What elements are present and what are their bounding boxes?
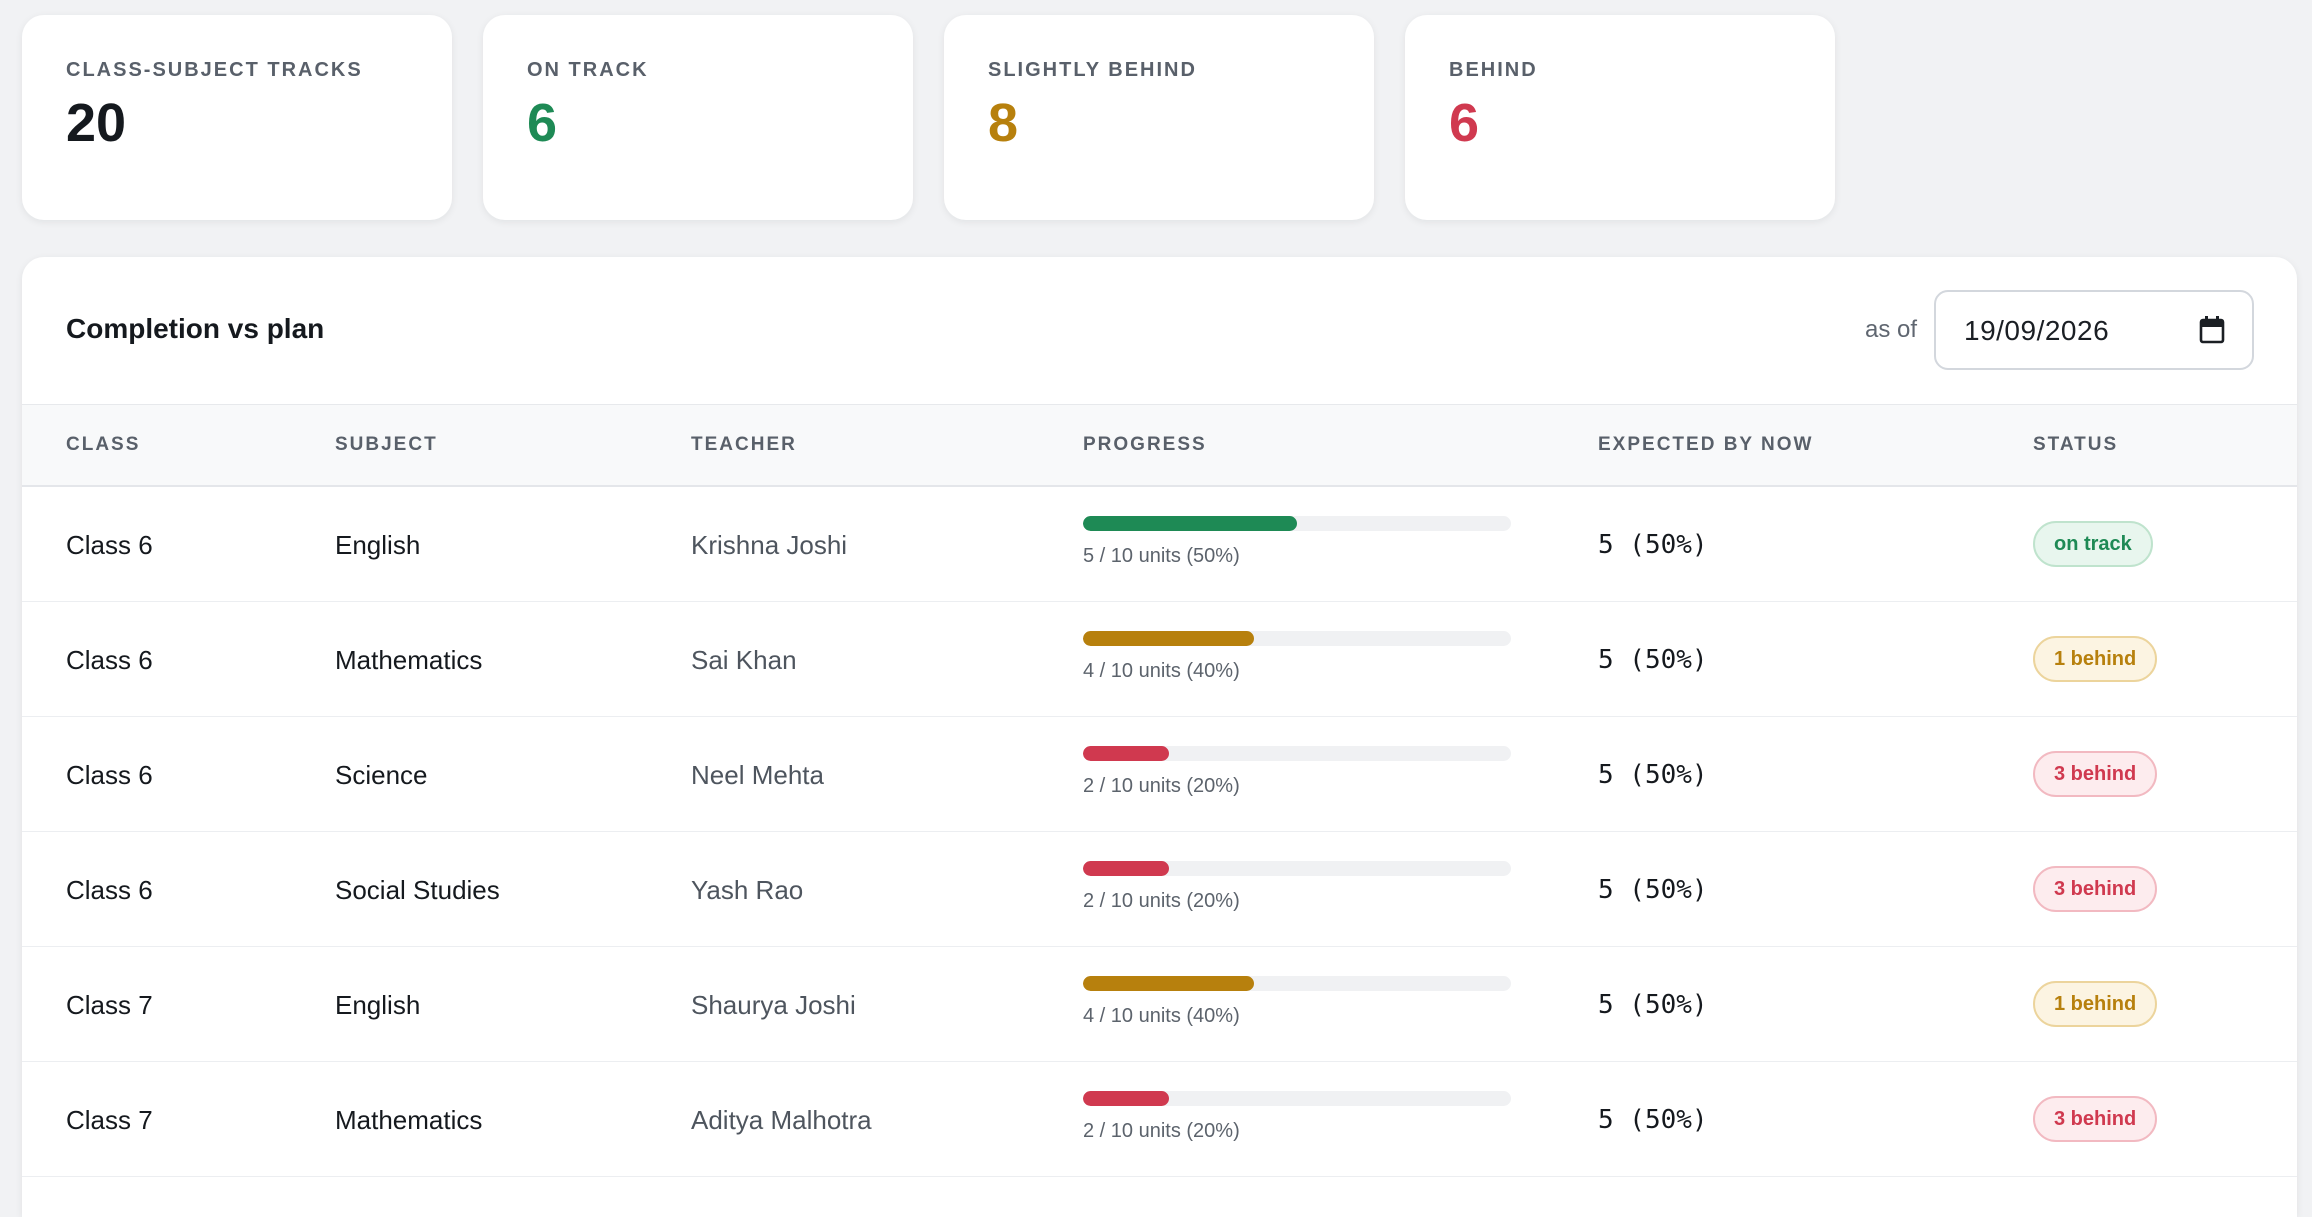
progress-bar-fill: [1083, 1091, 1169, 1106]
class-cell: Class 7: [66, 1105, 153, 1135]
calendar-icon[interactable]: [2199, 316, 2225, 344]
stat-value: 20: [66, 93, 127, 153]
col-status: STATUS: [2033, 434, 2119, 455]
date-value: 19/09/2026: [1964, 315, 2110, 346]
class-cell: Class 6: [66, 645, 153, 675]
subject-cell: English: [335, 990, 421, 1020]
col-progress: PROGRESS: [1083, 434, 1207, 455]
stat-card-behind: BEHIND 6: [1405, 15, 1835, 220]
stat-label: CLASS-SUBJECT TRACKS: [66, 59, 363, 81]
progress-bar: [1083, 746, 1511, 761]
col-subject: SUBJECT: [335, 434, 438, 455]
expected-cell: 5 (50%): [1598, 875, 1708, 905]
progress-text: 2 / 10 units (20%): [1083, 775, 1240, 797]
panel-header: Completion vs plan as of 19/09/2026: [22, 257, 2297, 405]
status-badge: on track: [2033, 521, 2153, 567]
progress-bar: [1083, 631, 1511, 646]
stat-card-tracks: CLASS-SUBJECT TRACKS 20: [22, 15, 452, 220]
stat-card-slightly-behind: SLIGHTLY BEHIND 8: [944, 15, 1374, 220]
subject-cell: Mathematics: [335, 1105, 483, 1135]
status-badge: 3 behind: [2033, 751, 2158, 797]
stat-label: BEHIND: [1449, 59, 1538, 81]
progress-text: 5 / 10 units (50%): [1083, 545, 1240, 567]
stat-label: ON TRACK: [527, 59, 649, 81]
stat-label: SLIGHTLY BEHIND: [988, 59, 1197, 81]
expected-cell: 5 (50%): [1598, 645, 1708, 675]
teacher-cell: Krishna Joshi: [691, 530, 848, 560]
progress-bar-fill: [1083, 631, 1255, 646]
progress-bar-fill: [1083, 976, 1255, 991]
table-row[interactable]: Class 6 Mathematics Sai Khan 4 / 10 unit…: [22, 602, 2297, 717]
subject-cell: English: [335, 530, 421, 560]
progress-bar: [1083, 861, 1511, 876]
progress-bar-fill: [1083, 516, 1297, 531]
progress-text: 4 / 10 units (40%): [1083, 1005, 1240, 1027]
as-of-label: as of: [1865, 316, 1918, 343]
progress-text: 2 / 10 units (20%): [1083, 1120, 1240, 1142]
panel-title: Completion vs plan: [66, 313, 325, 344]
progress-bar: [1083, 976, 1511, 991]
as-of-date-input[interactable]: 19/09/2026: [1934, 290, 2254, 370]
col-expected: EXPECTED BY NOW: [1598, 434, 1814, 455]
status-badge: 1 behind: [2033, 981, 2158, 1027]
subject-cell: Social Studies: [335, 875, 500, 905]
table-row[interactable]: Class 7 Mathematics Aditya Malhotra 2 / …: [22, 1062, 2297, 1177]
expected-cell: 5 (50%): [1598, 990, 1708, 1020]
status-badge: 1 behind: [2033, 636, 2158, 682]
subject-cell: Mathematics: [335, 645, 483, 675]
teacher-cell: Sai Khan: [691, 645, 797, 675]
class-cell: Class 6: [66, 760, 153, 790]
subject-cell: Science: [335, 760, 428, 790]
stats-row: CLASS-SUBJECT TRACKS 20 ON TRACK 6 SLIGH…: [22, 15, 1835, 220]
class-cell: Class 6: [66, 875, 153, 905]
status-badge: 3 behind: [2033, 866, 2158, 912]
progress-text: 2 / 10 units (20%): [1083, 890, 1240, 912]
teacher-cell: Yash Rao: [691, 875, 804, 905]
class-cell: Class 6: [66, 530, 153, 560]
col-class: CLASS: [66, 434, 141, 455]
expected-cell: 5 (50%): [1598, 530, 1708, 560]
expected-cell: 5 (50%): [1598, 1105, 1708, 1135]
teacher-cell: Shaurya Joshi: [691, 990, 856, 1020]
table-row[interactable]: Class 6 Social Studies Yash Rao 2 / 10 u…: [22, 832, 2297, 947]
class-cell: Class 7: [66, 990, 153, 1020]
stat-value: 6: [1449, 93, 1480, 153]
progress-bar: [1083, 1091, 1511, 1106]
table-row[interactable]: Class 6 English Krishna Joshi 5 / 10 uni…: [22, 487, 2297, 602]
completion-panel: Completion vs plan as of 19/09/2026 CLAS…: [22, 257, 2297, 1217]
table-row[interactable]: Class 6 Science Neel Mehta 2 / 10 units …: [22, 717, 2297, 832]
progress-bar-fill: [1083, 746, 1169, 761]
stat-value: 6: [527, 93, 558, 153]
table-header: CLASS SUBJECT TEACHER PROGRESS EXPECTED …: [22, 405, 2297, 487]
teacher-cell: Neel Mehta: [691, 760, 824, 790]
teacher-cell: Aditya Malhotra: [691, 1105, 872, 1135]
progress-bar: [1083, 516, 1511, 531]
stat-card-on-track: ON TRACK 6: [483, 15, 913, 220]
progress-bar-fill: [1083, 861, 1169, 876]
progress-text: 4 / 10 units (40%): [1083, 660, 1240, 682]
expected-cell: 5 (50%): [1598, 760, 1708, 790]
table-row[interactable]: Class 7 English Shaurya Joshi 4 / 10 uni…: [22, 947, 2297, 1062]
status-badge: 3 behind: [2033, 1096, 2158, 1142]
stat-value: 8: [988, 93, 1019, 153]
table-body: Class 6 English Krishna Joshi 5 / 10 uni…: [22, 487, 2297, 1177]
col-teacher: TEACHER: [691, 434, 797, 455]
